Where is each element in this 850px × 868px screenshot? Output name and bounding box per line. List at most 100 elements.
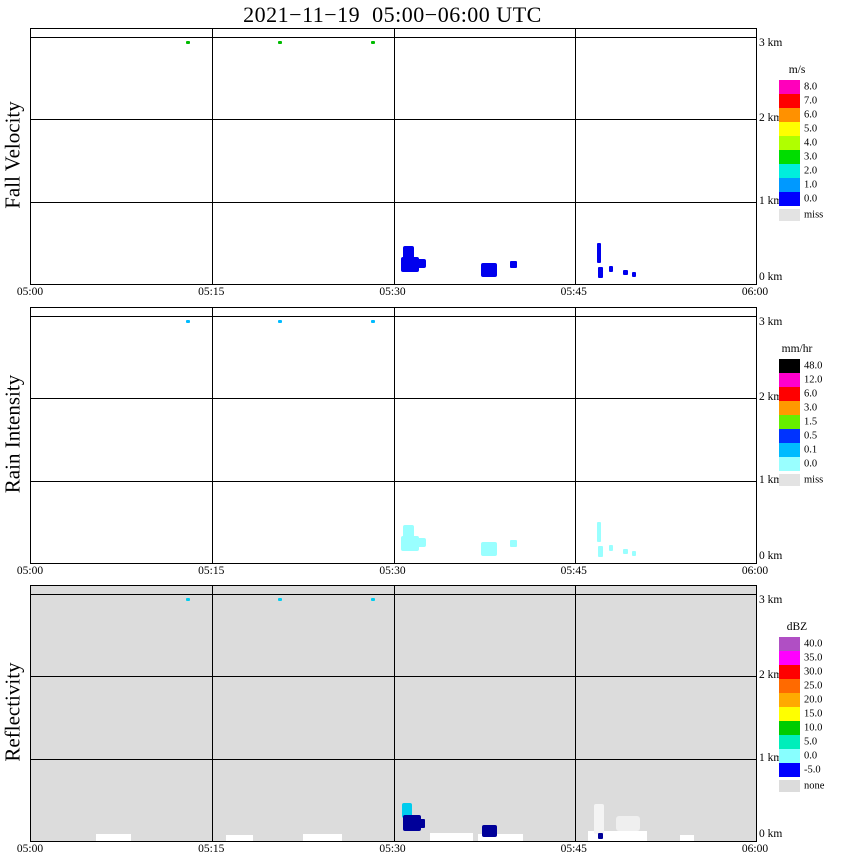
echo-mark: [370, 597, 376, 601]
colorbar-tick-label: 0.0: [804, 750, 818, 762]
colorbar-segment: [779, 429, 800, 443]
time-tick-label: 06:00: [741, 286, 769, 298]
colorbar-tick-label: 0.0: [804, 193, 818, 205]
colorbar-tick-label: 20.0: [804, 694, 823, 706]
height-tick-label: 1 km: [759, 473, 783, 486]
echo-mark: [302, 834, 342, 841]
height-tick-label: 3 km: [759, 316, 783, 329]
time-gridline: [393, 586, 395, 841]
colorbar-segment: [779, 373, 800, 387]
colorbar-missing-swatch: [779, 209, 800, 221]
time-tick-label: 05:45: [560, 565, 587, 577]
time-gridline: [212, 308, 214, 563]
echo-mark: [608, 544, 614, 551]
colorbar-tick-label: 15.0: [804, 708, 823, 720]
fall-velocity-plot-area: [30, 28, 757, 285]
reflectivity-axis-label: Reflectivity: [0, 662, 25, 762]
colorbar-unit-label: m/s: [788, 64, 806, 76]
figure-title: 2021−11−19 05:00−06:00 UTC: [243, 2, 542, 27]
time-gridline: [574, 308, 576, 563]
echo-mark: [370, 40, 376, 44]
height-gridline: [31, 316, 756, 318]
height-tick-label: 0 km: [759, 828, 783, 840]
echo-mark: [478, 834, 523, 841]
colorbar-tick-label: 12.0: [804, 374, 823, 386]
height-axis: 3 km 2 km 1 km 0 km: [759, 307, 803, 562]
colorbar-missing-label: none: [804, 780, 825, 792]
time-tick-label: 06:00: [741, 565, 769, 577]
colorbar-tick-label: 35.0: [804, 652, 823, 664]
time-tick-label: 05:00: [16, 843, 44, 855]
colorbar-segment: [779, 136, 800, 150]
colorbar-tick-label: 3.0: [804, 151, 818, 163]
time-gridline: [212, 29, 214, 284]
colorbar-segment: [779, 457, 800, 471]
colorbar-tick-label: 6.0: [804, 109, 818, 121]
time-axis: 05:00 05:15 05:30 05:45 06:00: [17, 565, 768, 579]
height-tick-label: 2 km: [759, 112, 783, 125]
height-tick-label: 2 km: [759, 391, 783, 404]
height-gridline: [31, 37, 756, 39]
echo-mark: [400, 535, 419, 551]
height-gridline: [31, 676, 756, 678]
colorbar-segment: [779, 150, 800, 164]
time-tick-label: 05:45: [560, 286, 587, 298]
colorbar-segment: [779, 749, 800, 763]
panel-fall-velocity: Fall Velocity 05:00 05:15 05:30 05:45 06:00 …: [0, 28, 850, 300]
colorbar-tick-label: 40.0: [804, 638, 823, 650]
time-gridline: [212, 586, 214, 841]
time-tick-label: 05:30: [379, 286, 406, 298]
colorbar-segment: [779, 108, 800, 122]
echo-mark: [588, 831, 648, 841]
colorbar-tick-label: 30.0: [804, 666, 823, 678]
reflectivity-colorbar: dBZ 40.0 35.0 30.0 25.0 20.0 15.0 10.0 5.0 0.0 -5…: [769, 621, 849, 792]
echo-mark: [277, 319, 283, 323]
echo-mark: [480, 263, 498, 277]
colorbar-tick-label: 6.0: [804, 388, 818, 400]
colorbar-tick-label: 1.0: [804, 179, 818, 191]
echo-mark: [597, 545, 603, 558]
time-tick-label: 05:30: [379, 565, 406, 577]
colorbar-segment: [779, 80, 800, 94]
fall-velocity-axis-label: Fall Velocity: [0, 101, 25, 209]
colorbar-segment: [779, 721, 800, 735]
height-tick-label: 0 km: [759, 550, 783, 562]
height-axis: 3 km 2 km 1 km 0 km: [759, 585, 803, 840]
colorbar-segment: [779, 94, 800, 108]
height-tick-label: 3 km: [759, 594, 783, 607]
echo-mark: [594, 803, 604, 835]
colorbar-tick-label: -5.0: [804, 764, 821, 776]
colorbar-segment: [779, 359, 800, 373]
echo-mark: [615, 816, 640, 832]
time-tick-label: 05:30: [379, 843, 406, 855]
echo-mark: [403, 246, 415, 261]
height-tick-label: 1 km: [759, 194, 783, 207]
echo-mark: [597, 832, 603, 839]
colorbar-tick-label: 1.5: [804, 416, 818, 428]
colorbar-tick-label: 48.0: [804, 360, 823, 372]
echo-mark: [185, 597, 191, 601]
height-tick-label: 3 km: [759, 37, 783, 50]
echo-mark: [509, 539, 517, 547]
colorbar-segment: [779, 401, 800, 415]
echo-mark: [429, 832, 474, 841]
time-tick-label: 05:45: [560, 843, 587, 855]
time-tick-label: 06:00: [741, 843, 769, 855]
height-tick-label: 1 km: [759, 751, 783, 764]
colorbar-tick-label: 2.0: [804, 165, 818, 177]
colorbar-tick-label: 7.0: [804, 95, 818, 107]
echo-mark: [631, 550, 637, 556]
colorbar-segment: [779, 679, 800, 693]
echo-mark: [679, 835, 695, 841]
echo-mark: [96, 834, 132, 841]
echo-mark: [370, 319, 376, 323]
echo-mark: [400, 256, 419, 272]
echo-mark: [277, 597, 283, 601]
echo-mark: [416, 259, 427, 269]
echo-mark: [185, 40, 191, 44]
panel-rain-intensity: Rain Intensity 05:00 05:15 05:30 05:45 06:00…: [0, 307, 850, 579]
time-axis: 05:00 05:15 05:30 05:45 06:00: [17, 843, 768, 857]
time-gridline: [574, 29, 576, 284]
height-gridline: [31, 594, 756, 596]
colorbar-unit-label: mm/hr: [781, 343, 813, 355]
